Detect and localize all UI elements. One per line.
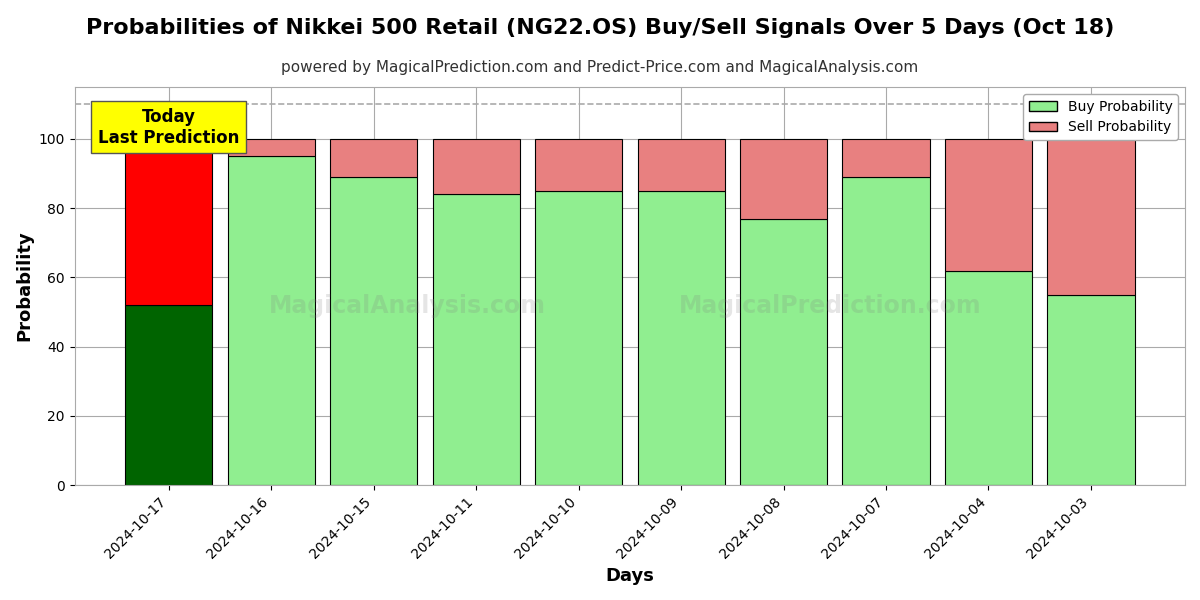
Bar bbox=[637, 191, 725, 485]
Bar bbox=[228, 139, 314, 156]
Bar bbox=[944, 139, 1032, 271]
X-axis label: Days: Days bbox=[605, 567, 654, 585]
Bar bbox=[330, 139, 418, 177]
Bar bbox=[432, 139, 520, 194]
Y-axis label: Probability: Probability bbox=[16, 231, 34, 341]
Bar bbox=[1048, 139, 1134, 295]
Text: MagicalAnalysis.com: MagicalAnalysis.com bbox=[269, 294, 546, 318]
Bar bbox=[842, 139, 930, 177]
Bar bbox=[125, 139, 212, 305]
Text: MagicalPrediction.com: MagicalPrediction.com bbox=[678, 294, 982, 318]
Text: Probabilities of Nikkei 500 Retail (NG22.OS) Buy/Sell Signals Over 5 Days (Oct 1: Probabilities of Nikkei 500 Retail (NG22… bbox=[86, 18, 1114, 38]
Bar bbox=[432, 194, 520, 485]
Bar bbox=[740, 139, 827, 218]
Bar bbox=[535, 139, 622, 191]
Bar bbox=[535, 191, 622, 485]
Bar bbox=[330, 177, 418, 485]
Bar bbox=[125, 305, 212, 485]
Bar bbox=[944, 271, 1032, 485]
Bar bbox=[228, 156, 314, 485]
Text: Today
Last Prediction: Today Last Prediction bbox=[98, 108, 239, 146]
Bar bbox=[637, 139, 725, 191]
Bar bbox=[1048, 295, 1134, 485]
Bar bbox=[740, 218, 827, 485]
Text: powered by MagicalPrediction.com and Predict-Price.com and MagicalAnalysis.com: powered by MagicalPrediction.com and Pre… bbox=[281, 60, 919, 75]
Bar bbox=[842, 177, 930, 485]
Legend: Buy Probability, Sell Probability: Buy Probability, Sell Probability bbox=[1024, 94, 1178, 140]
